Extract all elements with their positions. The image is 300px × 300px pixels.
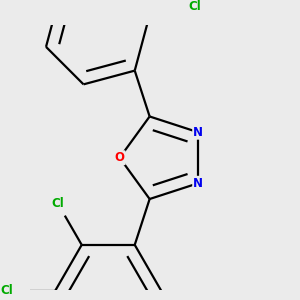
Text: O: O xyxy=(115,151,125,164)
Text: Cl: Cl xyxy=(51,196,64,210)
Text: N: N xyxy=(193,177,203,190)
Text: Cl: Cl xyxy=(189,0,201,14)
Text: Cl: Cl xyxy=(1,284,13,297)
Text: N: N xyxy=(193,126,203,139)
